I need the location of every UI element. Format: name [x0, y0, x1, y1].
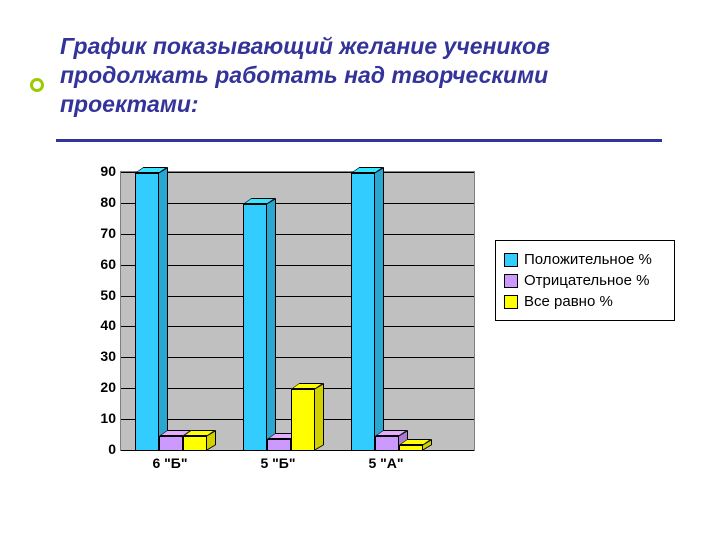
chart-bar [159, 436, 183, 451]
chart-bar-side [314, 383, 324, 451]
chart-bar [399, 445, 423, 451]
slide-title: График показывающий желание учеников про… [60, 32, 620, 118]
chart-y-tick: 60 [86, 256, 116, 272]
legend-label: Отрицательное % [524, 272, 649, 289]
chart-y-tick: 50 [86, 287, 116, 303]
chart-grid-line [121, 265, 474, 266]
chart-container: 0 10 20 30 40 50 60 70 80 90 6 "Б" 5 "Б" 5 "А" [80, 163, 485, 483]
chart-grid-line [121, 357, 474, 358]
chart-x-tick: 5 "А" [356, 455, 416, 471]
legend-swatch [504, 253, 518, 267]
chart-y-tick: 0 [86, 441, 116, 457]
legend-item: Отрицательное % [504, 272, 666, 289]
chart-grid-line [121, 234, 474, 235]
chart-bar [243, 204, 267, 451]
chart-y-tick: 80 [86, 194, 116, 210]
chart-bar [135, 173, 159, 451]
chart-y-tick: 40 [86, 317, 116, 333]
chart-y-tick: 20 [86, 379, 116, 395]
chart-y-tick: 10 [86, 410, 116, 426]
chart-bar [351, 173, 375, 451]
chart-bar [267, 439, 291, 451]
chart-y-tick: 90 [86, 163, 116, 179]
chart-bar [375, 436, 399, 451]
legend-label: Положительное % [524, 251, 652, 268]
legend-item: Все равно % [504, 293, 666, 310]
chart-x-tick: 5 "Б" [248, 455, 308, 471]
legend-swatch [504, 274, 518, 288]
chart-bar [291, 389, 315, 451]
chart-y-tick: 70 [86, 225, 116, 241]
chart-bar-side [266, 198, 276, 451]
legend-label: Все равно % [524, 293, 613, 310]
chart-bar-side [158, 167, 168, 451]
chart-grid-line [121, 203, 474, 204]
chart-plot [120, 171, 475, 451]
chart-grid-line [121, 172, 474, 173]
chart-bar [183, 436, 207, 451]
title-bullet [30, 78, 44, 92]
chart-y-tick: 30 [86, 348, 116, 364]
chart-legend: Положительное % Отрицательное % Все равно … [495, 240, 675, 321]
chart-x-tick: 6 "Б" [140, 455, 200, 471]
chart-grid-line [121, 296, 474, 297]
legend-item: Положительное % [504, 251, 666, 268]
title-underline [56, 135, 662, 142]
chart-grid-line [121, 326, 474, 327]
chart-bar-side [374, 167, 384, 451]
legend-swatch [504, 295, 518, 309]
